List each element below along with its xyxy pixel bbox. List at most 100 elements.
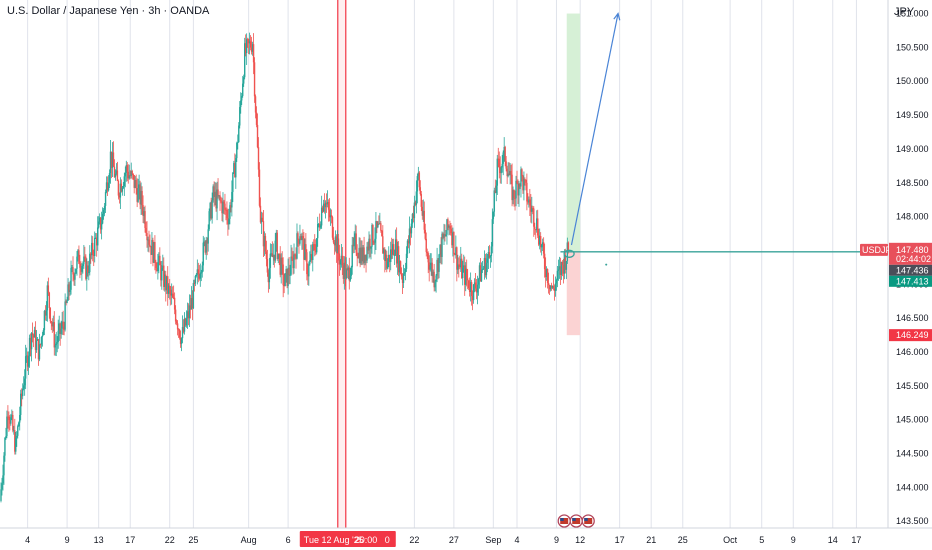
candle-body bbox=[509, 170, 511, 176]
candle-body bbox=[252, 44, 255, 63]
candle-body bbox=[109, 151, 112, 174]
candle-body bbox=[155, 262, 157, 268]
candle-body bbox=[83, 256, 85, 265]
candle-body bbox=[303, 238, 305, 260]
candle-body bbox=[20, 393, 22, 416]
candle-body bbox=[34, 329, 37, 351]
candle-body bbox=[512, 190, 514, 201]
stop-zone[interactable] bbox=[566, 251, 581, 336]
candle-body bbox=[560, 261, 563, 275]
candle-body bbox=[249, 41, 252, 48]
candle-body bbox=[237, 142, 239, 144]
candle-body bbox=[305, 244, 307, 253]
candle-body bbox=[154, 242, 156, 263]
candle-body bbox=[38, 344, 41, 360]
candle-body bbox=[222, 201, 224, 214]
stop-label: 146.249 bbox=[896, 330, 929, 340]
candle-body bbox=[213, 186, 215, 197]
stop-tag bbox=[889, 329, 932, 342]
candle-body bbox=[370, 246, 372, 249]
candle-body bbox=[364, 254, 366, 263]
candle-body bbox=[357, 256, 359, 258]
candle-body bbox=[365, 254, 367, 261]
candle-body bbox=[16, 435, 18, 438]
candle-body bbox=[17, 426, 19, 436]
time-tick-label: 9 bbox=[554, 535, 559, 545]
time-axis[interactable]: 4 9 13 17 22 25 Aug 6 22 27 Sep 4 9 12 17 21 25 Oct 5 9 14 17… bbox=[0, 514, 932, 547]
candle-body bbox=[301, 236, 303, 241]
candle-body bbox=[118, 195, 121, 198]
candle-body bbox=[440, 244, 442, 257]
candle-body bbox=[340, 255, 343, 261]
time-tick-label: 25 bbox=[188, 535, 198, 545]
candle-body bbox=[336, 238, 339, 254]
candle-body bbox=[502, 152, 504, 164]
candle-body bbox=[96, 227, 99, 246]
time-tick-label: 22 bbox=[409, 535, 419, 545]
candle-body bbox=[390, 249, 392, 263]
symbol-title: U.S. Dollar / Japanese Yen · 3h · OANDA bbox=[7, 5, 210, 17]
target-zone[interactable] bbox=[566, 13, 581, 252]
candle-body bbox=[554, 283, 557, 291]
candle-body bbox=[280, 257, 282, 275]
candle-body bbox=[562, 264, 565, 274]
candle-body bbox=[127, 171, 129, 179]
candle-body bbox=[555, 280, 558, 284]
price-axis[interactable]: 151.000 150.500 150.000 149.500 149.000 148.5… bbox=[860, 0, 932, 528]
candle-body bbox=[167, 276, 169, 294]
candle-body bbox=[165, 274, 167, 291]
candle-body bbox=[400, 273, 403, 277]
time-tick-label: Sep bbox=[485, 535, 501, 545]
candle-body bbox=[393, 254, 396, 256]
candle-body bbox=[142, 205, 144, 216]
candle-body bbox=[181, 327, 184, 339]
candle-body bbox=[158, 255, 160, 263]
candle-body bbox=[347, 267, 349, 271]
candle-body bbox=[447, 219, 449, 228]
position-tool[interactable] bbox=[566, 13, 581, 336]
small-dot bbox=[605, 263, 608, 266]
crosshair-time-tag bbox=[299, 531, 396, 547]
candle-body bbox=[534, 226, 536, 230]
currency-button[interactable]: JPY bbox=[894, 6, 915, 18]
candle-body bbox=[214, 191, 216, 197]
candle-body bbox=[128, 175, 130, 179]
candle-body bbox=[348, 267, 350, 281]
candle-body bbox=[53, 322, 55, 348]
last-price-tag bbox=[889, 242, 932, 265]
candle-body bbox=[379, 223, 381, 225]
candle-body bbox=[12, 414, 14, 431]
candle-body bbox=[125, 165, 127, 173]
candle-body bbox=[57, 330, 59, 343]
candle-body bbox=[59, 323, 61, 334]
drawings[interactable] bbox=[560, 12, 888, 266]
candle-body bbox=[105, 182, 108, 193]
candle-body bbox=[227, 218, 229, 225]
candle-body bbox=[234, 163, 236, 178]
candle-body bbox=[196, 269, 199, 275]
candle-body bbox=[208, 211, 210, 230]
candle-body bbox=[491, 219, 494, 247]
entry-marker[interactable] bbox=[563, 249, 575, 258]
candle-body bbox=[145, 227, 147, 234]
candle-body bbox=[115, 170, 118, 174]
candle-body bbox=[435, 275, 437, 282]
candle-body bbox=[372, 224, 374, 243]
candle-body bbox=[505, 161, 507, 169]
candle-body bbox=[458, 264, 460, 266]
candle-body bbox=[420, 194, 423, 207]
candle-body bbox=[549, 285, 552, 290]
candle-body bbox=[548, 285, 551, 290]
flag-stripes bbox=[584, 518, 593, 524]
candle-body bbox=[542, 242, 545, 254]
candle-body bbox=[33, 329, 36, 338]
projection-arrow[interactable] bbox=[570, 13, 619, 246]
candle-body bbox=[315, 250, 317, 253]
candle-body bbox=[356, 252, 358, 257]
candle-body bbox=[134, 179, 136, 188]
candle-body bbox=[240, 100, 242, 108]
candle-body bbox=[388, 254, 390, 262]
candle-body bbox=[490, 246, 493, 256]
candle-body bbox=[11, 414, 13, 418]
